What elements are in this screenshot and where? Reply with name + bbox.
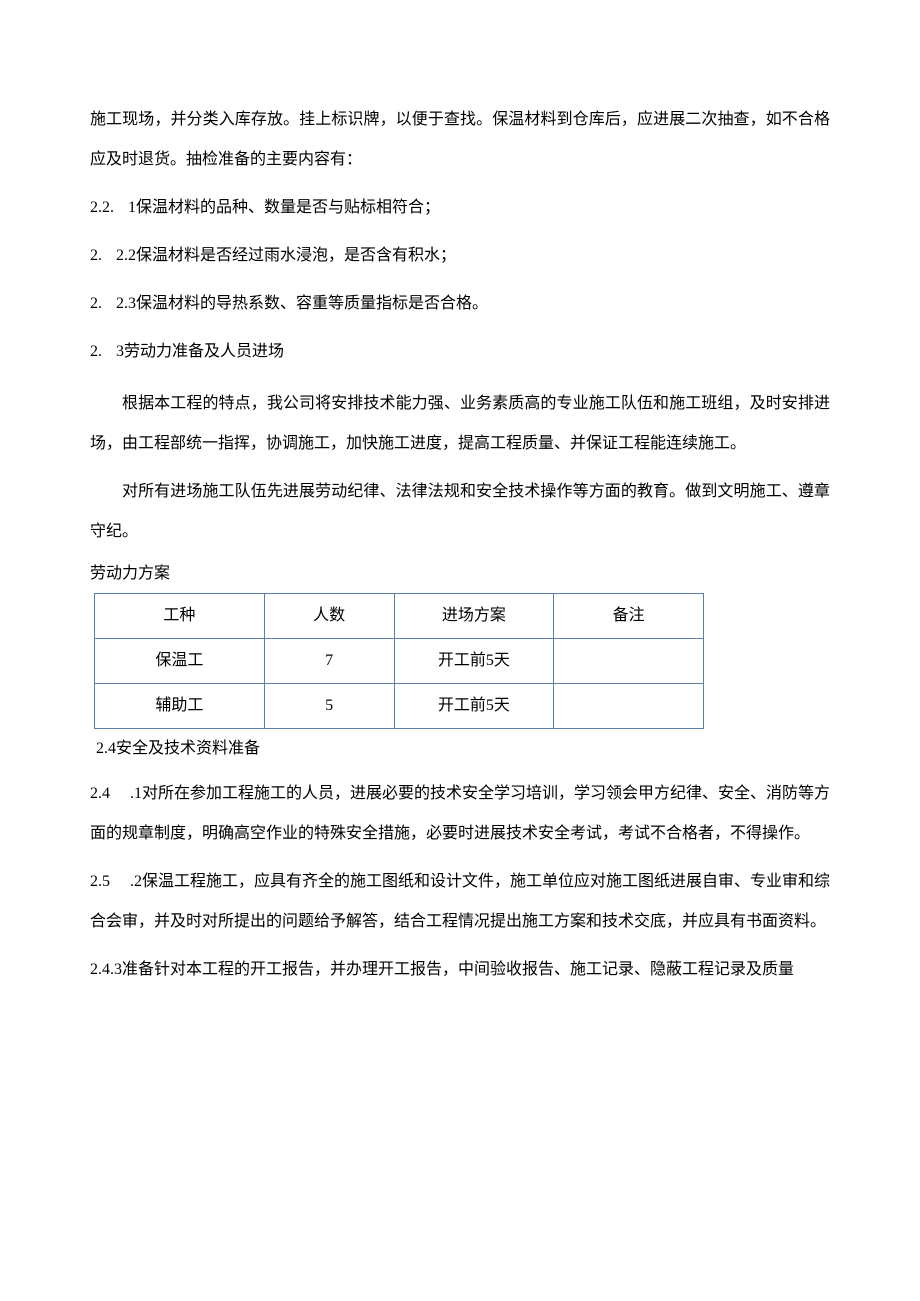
list-text: 2.3保温材料的导热系数、容重等质量指标是否合格。 [116,284,830,324]
list-text: .2保温工程施工，应具有齐全的施工图纸和设计文件，施工单位应对施工图纸进展自审、… [90,873,830,930]
table-header-cell: 备注 [554,593,704,638]
table-cell: 保温工 [95,638,265,683]
list-text: 1保温材料的品种、数量是否与贴标相符合； [128,188,830,228]
list-item-2-2-1: 2.2. 1保温材料的品种、数量是否与贴标相符合； [90,188,830,228]
table-header-row: 工种 人数 进场方案 备注 [95,593,704,638]
table-cell [554,683,704,728]
list-text: .1对所在参加工程施工的人员，进展必要的技术安全学习培训，学习领会甲方纪律、安全… [90,785,830,842]
list-text: 3劳动力准备及人员进场 [116,332,830,372]
intro-paragraph: 施工现场，并分类入库存放。挂上标识牌，以便于查找。保温材料到仓库后，应进展二次抽… [90,100,830,180]
table-cell: 开工前5天 [394,683,554,728]
table-cell [554,638,704,683]
list-text: 2.2保温材料是否经过雨水浸泡，是否含有积水； [116,236,830,276]
item-2-4-2: 2.5.2保温工程施工，应具有齐全的施工图纸和设计文件，施工单位应对施工图纸进展… [90,862,830,942]
list-num: 2. [90,236,102,276]
table-row: 辅助工 5 开工前5天 [95,683,704,728]
list-num: 2.2. [90,188,114,228]
table-cell: 辅助工 [95,683,265,728]
table-cell: 5 [264,683,394,728]
section-2-4-title: 2.4安全及技术资料准备 [96,735,830,764]
table-title: 劳动力方案 [90,560,830,589]
table-header-cell: 工种 [95,593,265,638]
list-item-2-2-2: 2. 2.2保温材料是否经过雨水浸泡，是否含有积水； [90,236,830,276]
list-num: 2.4 [90,785,110,802]
list-item-2-2-3: 2. 2.3保温材料的导热系数、容重等质量指标是否合格。 [90,284,830,324]
table-cell: 开工前5天 [394,638,554,683]
list-item-2-3: 2. 3劳动力准备及人员进场 [90,332,830,372]
paragraph-2-3-a: 根据本工程的特点，我公司将安排技术能力强、业务素质高的专业施工队伍和施工班组，及… [90,384,830,464]
item-2-4-3: 2.4.3准备针对本工程的开工报告，并办理开工报告，中间验收报告、施工记录、隐蔽… [90,950,830,990]
paragraph-2-3-b: 对所有进场施工队伍先进展劳动纪律、法律法规和安全技术操作等方面的教育。做到文明施… [90,472,830,552]
list-num: 2.5 [90,873,110,890]
item-2-4-1: 2.4.1对所在参加工程施工的人员，进展必要的技术安全学习培训，学习领会甲方纪律… [90,774,830,854]
list-num: 2. [90,332,102,372]
list-num: 2. [90,284,102,324]
table-cell: 7 [264,638,394,683]
labor-table: 工种 人数 进场方案 备注 保温工 7 开工前5天 辅助工 5 开工前5天 [94,593,704,729]
table-header-cell: 人数 [264,593,394,638]
table-row: 保温工 7 开工前5天 [95,638,704,683]
table-header-cell: 进场方案 [394,593,554,638]
